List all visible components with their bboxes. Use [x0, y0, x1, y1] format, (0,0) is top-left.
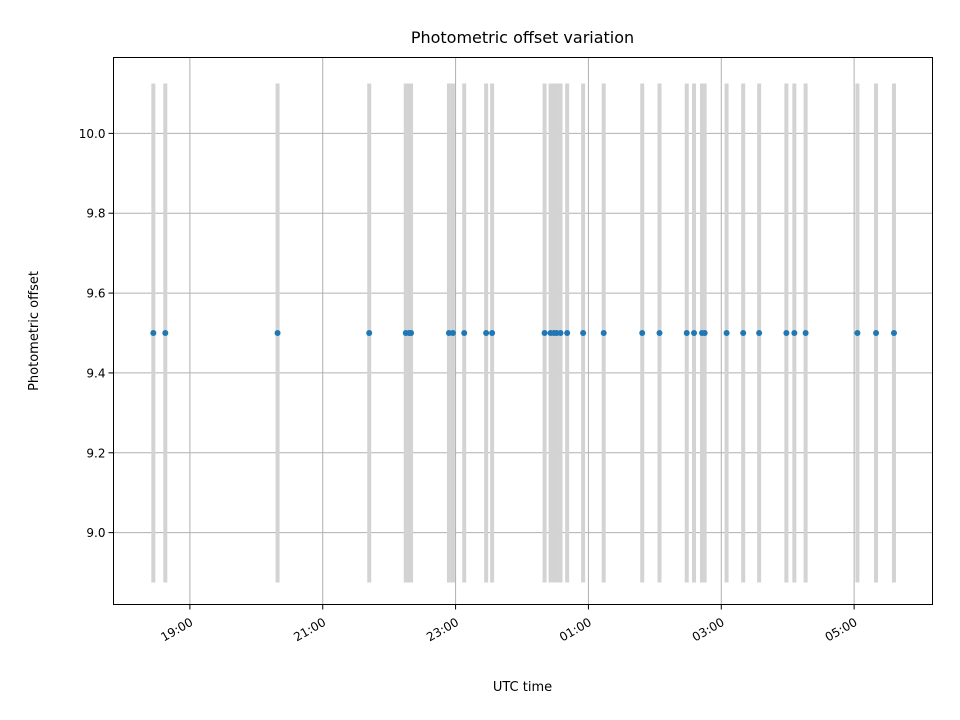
grid-lines [113, 57, 933, 605]
y-tick-label: 9.6 [86, 287, 105, 301]
data-point [701, 329, 708, 336]
data-point [723, 329, 730, 336]
x-tick-label: 03:00 [690, 615, 727, 644]
x-tick-label: 01:00 [557, 615, 594, 644]
data-point [541, 329, 548, 336]
data-point [162, 329, 169, 336]
y-axis-label: Photometric offset [27, 271, 42, 391]
data-point [557, 329, 564, 336]
y-tick-label: 9.8 [86, 207, 105, 221]
data-point [483, 329, 490, 336]
data-point [791, 329, 798, 336]
x-tick-label: 05:00 [823, 615, 860, 644]
y-tick-label: 9.4 [86, 366, 105, 380]
data-point [600, 329, 607, 336]
data-point [461, 329, 468, 336]
x-tick-label: 19:00 [158, 615, 195, 644]
data-point [150, 329, 157, 336]
data-point [408, 329, 415, 336]
data-point [890, 329, 897, 336]
y-tick-label: 10.0 [79, 127, 106, 141]
data-point [449, 329, 456, 336]
chart-title: Photometric offset variation [411, 28, 634, 47]
x-tick-label: 23:00 [424, 615, 461, 644]
vertical-bands [151, 83, 896, 583]
y-tick-label: 9.2 [86, 446, 105, 460]
x-axis-label: UTC time [493, 680, 552, 695]
data-point [873, 329, 880, 336]
data-point [802, 329, 809, 336]
data-point [639, 329, 646, 336]
data-point [854, 329, 861, 336]
data-point [489, 329, 496, 336]
data-point [274, 329, 281, 336]
x-axis: 19:00 21:00 23:00 01:00 03:00 05:00 [158, 604, 860, 644]
data-point [783, 329, 790, 336]
plot-frame [113, 57, 933, 605]
y-tick-label: 9.0 [86, 526, 105, 540]
data-point [691, 329, 698, 336]
data-point [366, 329, 373, 336]
data-points [150, 329, 897, 336]
data-point [756, 329, 763, 336]
data-point [683, 329, 690, 336]
y-axis: 9.0 9.2 9.4 9.6 9.8 10.0 [79, 127, 114, 540]
data-point [564, 329, 571, 336]
x-tick-label: 21:00 [291, 615, 328, 644]
data-point [740, 329, 747, 336]
data-point [656, 329, 663, 336]
data-point [580, 329, 587, 336]
